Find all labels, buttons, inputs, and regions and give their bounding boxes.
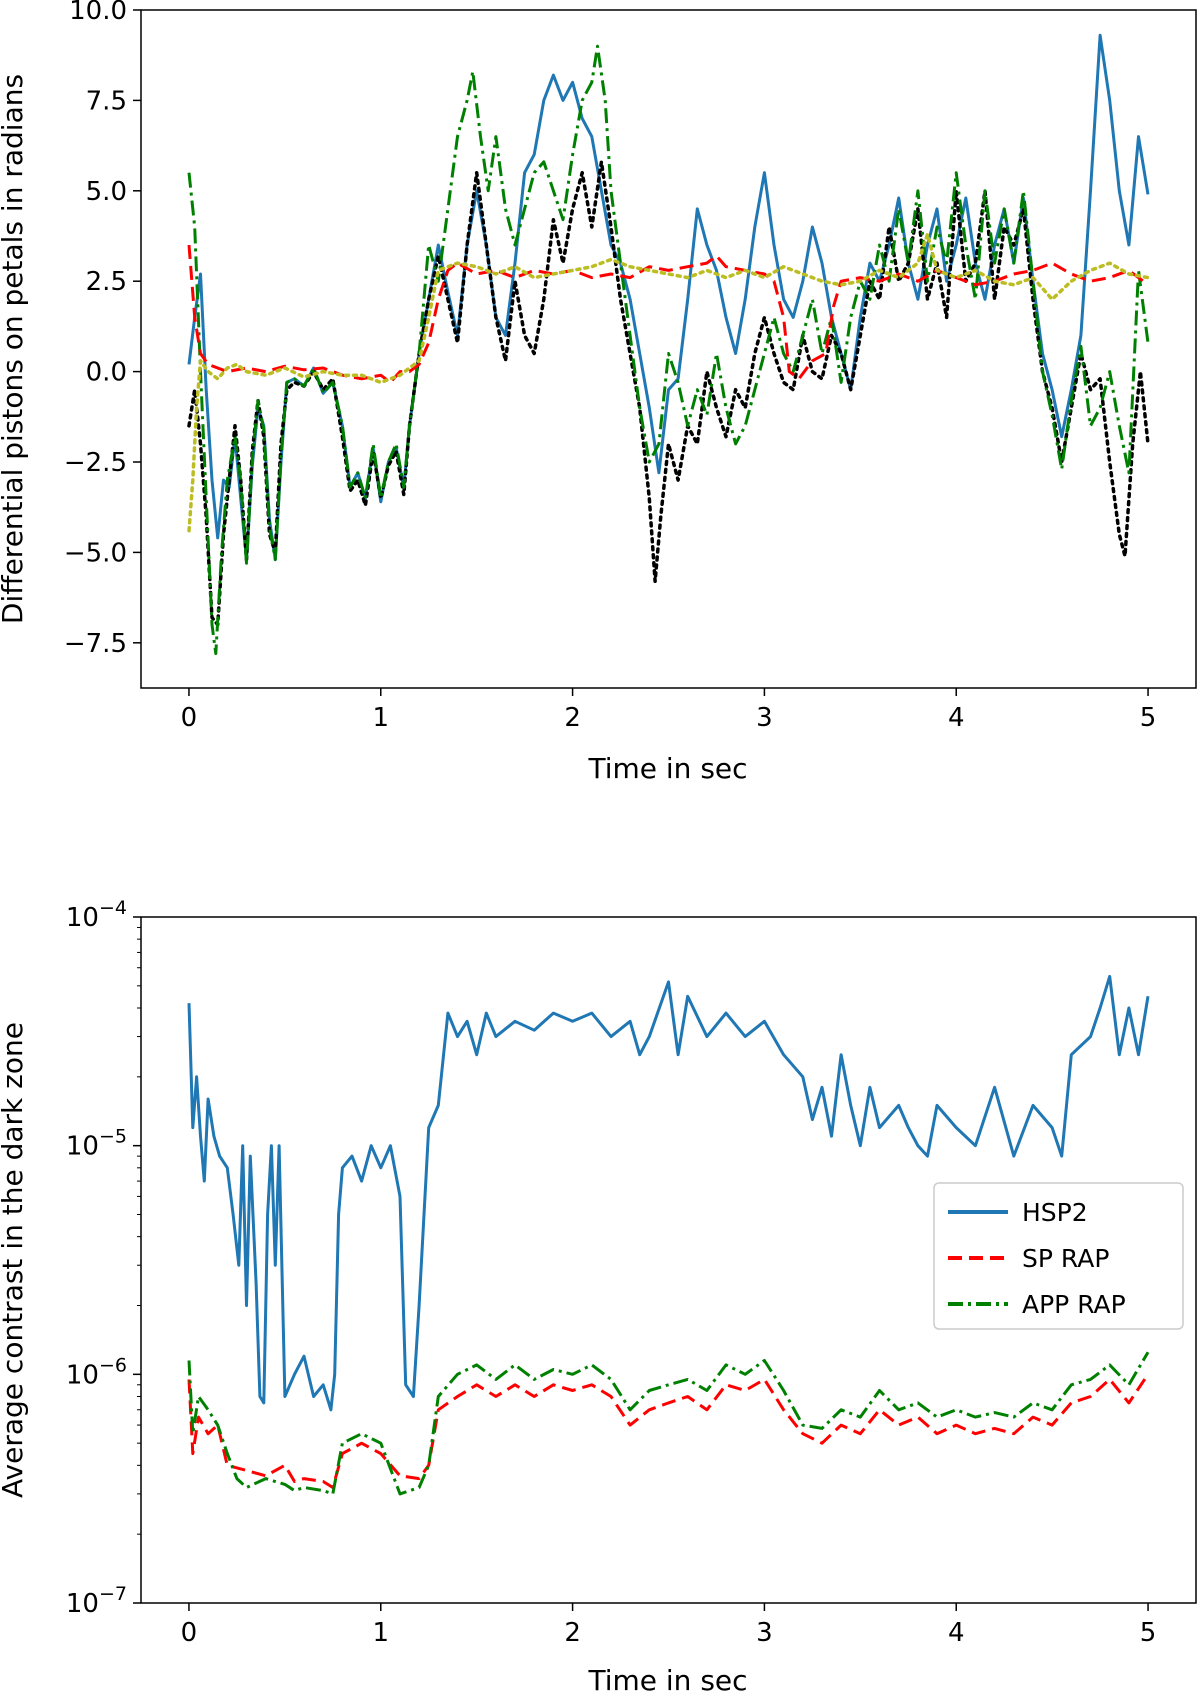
series-line-yellow-dotted-piston	[187, 232, 1150, 533]
contrast-x-tick-label: 5	[1140, 1618, 1157, 1648]
piston-x-axis: 0 1 2 3 4 5	[181, 688, 1157, 733]
piston-y-tick-label: 10.0	[69, 0, 127, 26]
contrast-chart: 0 1 2 3 4 5 10−7 10−6 10−5 10−4 Time in sec Aver…	[0, 897, 1197, 1694]
contrast-x-tick-label: 4	[948, 1618, 965, 1648]
contrast-x-axis: 0 1 2 3 4 5	[181, 1603, 1157, 1648]
contrast-y-tick-label: 10−6	[66, 1354, 127, 1390]
piston-y-tick-label: 7.5	[86, 86, 127, 116]
series-line-hsp2	[187, 974, 1150, 1412]
piston-y-axis: −7.5 −5.0 −2.5 0.0 2.5 5.0 7.5 10.0	[64, 0, 141, 659]
piston-series-group	[187, 33, 1150, 656]
contrast-x-tick-label: 2	[564, 1618, 581, 1648]
contrast-x-tick-label: 1	[372, 1618, 389, 1648]
legend-frame	[933, 1182, 1184, 1330]
legend-label-sp-rap: SP RAP	[1022, 1244, 1109, 1273]
piston-chart: 0 1 2 3 4 5 −7.5 −5.0 −2.5 0.0 2.5 5.0 7.5 10.0 Time…	[0, 0, 1197, 785]
contrast-x-tick-label: 0	[181, 1618, 198, 1648]
contrast-x-axis-label: Time in sec	[587, 1664, 747, 1694]
contrast-series-group	[187, 974, 1150, 1496]
contrast-x-tick-label: 3	[756, 1618, 773, 1648]
piston-x-tick-label: 3	[756, 703, 773, 733]
series-line-green-dash-dot-piston	[187, 44, 1150, 656]
series-line-app-rap	[187, 1351, 1150, 1496]
piston-y-tick-label: −5.0	[64, 538, 127, 568]
contrast-y-tick-label: 10−4	[66, 897, 127, 933]
contrast-y-axis-label: Average contrast in the dark zone	[0, 1022, 29, 1498]
legend-label-app-rap: APP RAP	[1022, 1290, 1126, 1319]
piston-y-axis-label: Differential pistons on petals in radian…	[0, 74, 29, 624]
piston-x-tick-label: 1	[372, 703, 389, 733]
piston-plot-frame	[140, 9, 1197, 689]
piston-x-tick-label: 5	[1140, 703, 1157, 733]
contrast-y-axis: 10−7 10−6 10−5 10−4	[66, 897, 141, 1619]
piston-y-tick-label: −7.5	[64, 629, 127, 659]
piston-y-tick-label: −2.5	[64, 448, 127, 478]
contrast-y-tick-label: 10−5	[66, 1126, 127, 1162]
piston-x-tick-label: 2	[564, 703, 581, 733]
legend: HSP2 SP RAP APP RAP	[933, 1182, 1184, 1330]
piston-x-tick-label: 0	[181, 703, 198, 733]
piston-x-tick-label: 4	[948, 703, 965, 733]
piston-x-axis-label: Time in sec	[587, 752, 747, 785]
series-line-sp-rap	[187, 1373, 1150, 1489]
piston-y-tick-label: 0.0	[86, 358, 127, 388]
piston-y-tick-label: 2.5	[86, 267, 127, 297]
piston-y-tick-label: 5.0	[86, 177, 127, 207]
contrast-plot-frame	[140, 916, 1197, 1604]
legend-label-hsp2: HSP2	[1022, 1198, 1088, 1227]
contrast-y-tick-label: 10−7	[66, 1583, 127, 1619]
